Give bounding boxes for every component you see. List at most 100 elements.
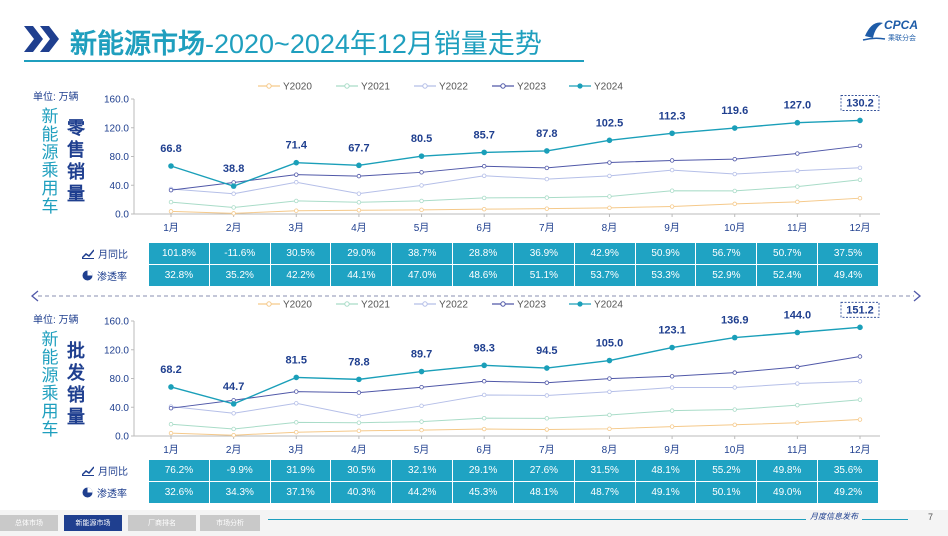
data-point-y2020 [294, 208, 299, 213]
data-point-y2022 [544, 176, 550, 182]
title-bold: 新能源市场 [70, 29, 205, 59]
data-point-y2023 [544, 380, 550, 385]
data-point-y2022 [294, 180, 299, 185]
data-point-y2024 [606, 357, 613, 364]
table-cell: 35.2% [208, 265, 270, 286]
table-cell: 37.1% [269, 482, 331, 503]
data-point-y2021 [857, 397, 863, 402]
data-point-y2020 [168, 430, 174, 436]
data-point-y2020 [481, 206, 487, 212]
legend-label: Y2020 [283, 300, 312, 311]
data-point-y2021 [607, 412, 612, 418]
table-cell: 32.8% [148, 265, 209, 286]
data-point-y2023 [544, 165, 550, 171]
unit-label: 单位: 万辆 [33, 92, 79, 103]
x-tick-label: 1月 [163, 222, 179, 234]
section-divider [30, 290, 922, 302]
page-number: 7 [928, 512, 934, 522]
data-point-y2023 [795, 151, 800, 156]
data-label: 127.0 [784, 100, 812, 112]
x-tick-label: 5月 [414, 444, 430, 456]
x-tick-label: 1月 [163, 444, 179, 456]
data-point-y2024 [293, 159, 300, 166]
table-cell: 55.2% [695, 460, 757, 481]
data-point-y2023 [732, 370, 737, 375]
data-point-y2022 [795, 168, 800, 174]
data-point-y2020 [857, 195, 863, 201]
data-point-y2023 [168, 405, 174, 411]
x-tick-label: 6月 [476, 444, 492, 456]
table-row: 月同比 101.8% -11.6% 30.5% 29.0% 38.7% 28.8% 36.9… [80, 243, 878, 264]
data-point-y2021 [544, 416, 550, 421]
tab-manufacturer-ranking[interactable]: 厂商排名 [128, 515, 196, 531]
y-tick-label: 80.0 [110, 374, 130, 385]
table-cell: 48.7% [573, 482, 635, 503]
table-cell: 48.1% [634, 460, 696, 481]
data-point-y2022 [732, 171, 737, 177]
table-row: 渗透率 32.6% 34.3% 37.1% 40.3% 44.2% 45.3% 48.1% 4… [80, 482, 878, 503]
data-point-y2020 [607, 426, 612, 432]
row-label-yoy: 月同比 [80, 243, 148, 264]
data-point-y2021 [795, 402, 800, 408]
data-label: 94.5 [536, 345, 557, 357]
y-tick-label: 0.0 [115, 210, 129, 221]
tab-nev-market[interactable]: 新能源市场 [64, 515, 122, 531]
tab-overall-market[interactable]: 总体市场 [0, 515, 58, 531]
data-point-y2022 [419, 403, 424, 409]
data-point-y2021 [857, 177, 863, 182]
x-tick-label: 4月 [351, 222, 367, 234]
legend-marker [422, 301, 428, 307]
data-point-y2024 [606, 137, 613, 144]
legend-marker [344, 301, 350, 307]
header: 新能源市场-2020~2024年12月销量走势 CPCA 乘联分会 [0, 0, 948, 66]
series-line-y2020 [170, 419, 861, 436]
legend-marker [422, 83, 428, 89]
cpca-logo: CPCA 乘联分会 [862, 18, 932, 46]
data-point-y2020 [356, 428, 362, 434]
legend-label: Y2022 [439, 300, 468, 311]
data-point-y2023 [669, 374, 675, 379]
legend-label: Y2024 [594, 82, 623, 93]
x-tick-label: 3月 [288, 444, 304, 456]
x-tick-label: 12月 [849, 222, 870, 234]
data-point-y2023 [294, 172, 299, 177]
x-tick-label: 10月 [724, 222, 745, 234]
table-cell: 29.0% [330, 243, 392, 264]
table-cell: 50.9% [634, 243, 696, 264]
data-point-y2022 [669, 385, 675, 390]
table-cell: 36.9% [512, 243, 574, 264]
data-point-y2024 [857, 324, 863, 331]
table-cell: 40.3% [330, 482, 392, 503]
data-point-y2021 [231, 205, 236, 210]
x-tick-label: 7月 [539, 444, 555, 456]
data-point-y2022 [231, 191, 236, 196]
data-label: 89.7 [411, 349, 432, 361]
table-cell: 50.7% [756, 243, 818, 264]
data-point-y2020 [231, 433, 236, 438]
data-point-y2024 [356, 376, 362, 383]
data-point-y2022 [857, 165, 863, 170]
tab-market-analysis[interactable]: 市场分析 [200, 515, 260, 531]
series-line-y2020 [170, 197, 861, 214]
series-line-y2022 [170, 167, 861, 195]
data-label: 38.8 [223, 163, 244, 175]
data-point-y2022 [607, 173, 612, 179]
data-point-y2024 [731, 125, 738, 131]
data-point-y2020 [669, 204, 675, 209]
data-point-y2020 [168, 209, 174, 214]
data-label: 144.0 [784, 310, 812, 322]
table-cell: -9.9% [208, 460, 270, 481]
data-point-y2021 [669, 188, 675, 193]
data-point-y2021 [669, 408, 675, 413]
data-point-y2020 [544, 206, 550, 211]
pie-icon [82, 270, 93, 281]
data-point-y2020 [356, 208, 362, 213]
table-cell: 76.2% [148, 460, 209, 481]
table-cell: 52.9% [695, 265, 757, 286]
data-point-y2021 [294, 420, 299, 425]
logo-sub: 乘联分会 [888, 35, 916, 42]
trend-icon [82, 466, 94, 476]
side-label-retail: 零售销量 [67, 118, 85, 204]
y-tick-label: 0.0 [115, 432, 129, 443]
table-cell: 27.6% [512, 460, 574, 481]
